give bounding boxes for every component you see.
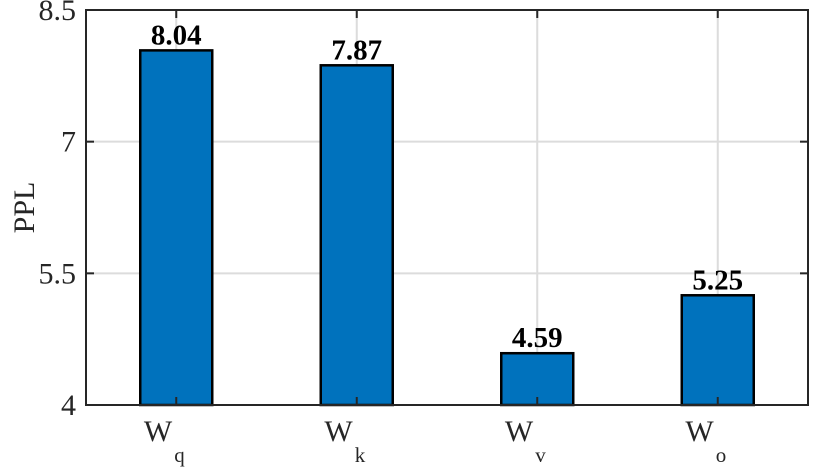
data-label-k: 7.87 bbox=[331, 34, 382, 66]
x-tick-label-main: W bbox=[685, 415, 714, 448]
x-tick-label-main: W bbox=[144, 415, 173, 448]
x-tick-label-q: Wq bbox=[144, 415, 185, 467]
data-label-v: 4.59 bbox=[512, 322, 563, 354]
bar-o bbox=[680, 294, 755, 407]
y-tick-label-1: 5.5 bbox=[39, 257, 77, 290]
y-tick-label-2: 7 bbox=[61, 126, 76, 159]
x-tick-label-v: Wv bbox=[505, 415, 546, 467]
plot-frame bbox=[85, 9, 809, 406]
x-tick-label-sub: o bbox=[716, 443, 727, 467]
bar-k bbox=[319, 64, 394, 407]
y-tick-label-0: 4 bbox=[61, 389, 76, 422]
y-tick-label-3: 8.5 bbox=[39, 0, 77, 27]
x-tick-label-main: W bbox=[505, 415, 534, 448]
x-tick-label-sub: v bbox=[535, 443, 546, 467]
x-tick-label-sub: q bbox=[174, 443, 185, 467]
y-axis-label: PPL bbox=[8, 182, 41, 234]
bar-layer bbox=[139, 49, 755, 407]
bar-v bbox=[500, 351, 575, 407]
x-tick-label-k: Wk bbox=[324, 415, 365, 467]
x-tick-label-main: W bbox=[324, 415, 353, 448]
data-label-q: 8.04 bbox=[151, 19, 202, 51]
x-tick-label-o: Wo bbox=[685, 415, 726, 467]
x-tick-label-sub: k bbox=[355, 443, 366, 467]
data-labels: 8.04 7.87 4.59 5.25 bbox=[151, 19, 743, 354]
y-axis-ticks: 4 5.5 7 8.5 bbox=[39, 0, 808, 422]
data-label-o: 5.25 bbox=[692, 264, 743, 296]
bar-q bbox=[139, 49, 214, 407]
